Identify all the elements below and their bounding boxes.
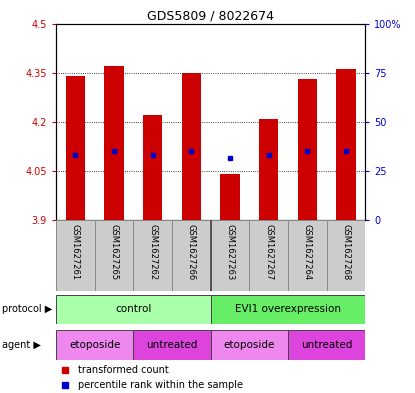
Text: control: control [115,305,151,314]
Text: percentile rank within the sample: percentile rank within the sample [78,380,243,390]
Title: GDS5809 / 8022674: GDS5809 / 8022674 [147,9,274,22]
Bar [95,220,133,291]
Bar [210,330,288,360]
Text: GSM1627264: GSM1627264 [303,224,312,280]
Text: GSM1627261: GSM1627261 [71,224,80,280]
Bar [336,70,356,220]
Text: GSM1627265: GSM1627265 [110,224,119,280]
Bar [66,76,85,220]
Bar [143,115,162,220]
Bar [259,119,278,220]
Bar [182,73,201,220]
Bar [133,330,210,360]
Text: agent ▶: agent ▶ [2,340,41,350]
Text: EVI1 overexpression: EVI1 overexpression [235,305,341,314]
Bar [104,66,124,220]
Text: etoposide: etoposide [224,340,275,350]
Text: transformed count: transformed count [78,365,168,375]
Text: protocol ▶: protocol ▶ [2,305,52,314]
Bar [56,295,210,324]
Bar [249,220,288,291]
Bar [220,174,239,220]
Bar [172,220,210,291]
Bar [210,220,249,291]
Bar [288,220,327,291]
Text: etoposide: etoposide [69,340,120,350]
Text: GSM1627262: GSM1627262 [148,224,157,280]
Bar [56,220,95,291]
Bar [288,330,365,360]
Bar [210,295,365,324]
Text: GSM1627267: GSM1627267 [264,224,273,280]
Bar [327,220,365,291]
Text: untreated: untreated [146,340,198,350]
Bar [133,220,172,291]
Bar [298,79,317,220]
Text: GSM1627266: GSM1627266 [187,224,196,280]
Text: untreated: untreated [301,340,352,350]
Bar [56,330,133,360]
Text: GSM1627263: GSM1627263 [225,224,234,280]
Text: GSM1627268: GSM1627268 [342,224,350,280]
